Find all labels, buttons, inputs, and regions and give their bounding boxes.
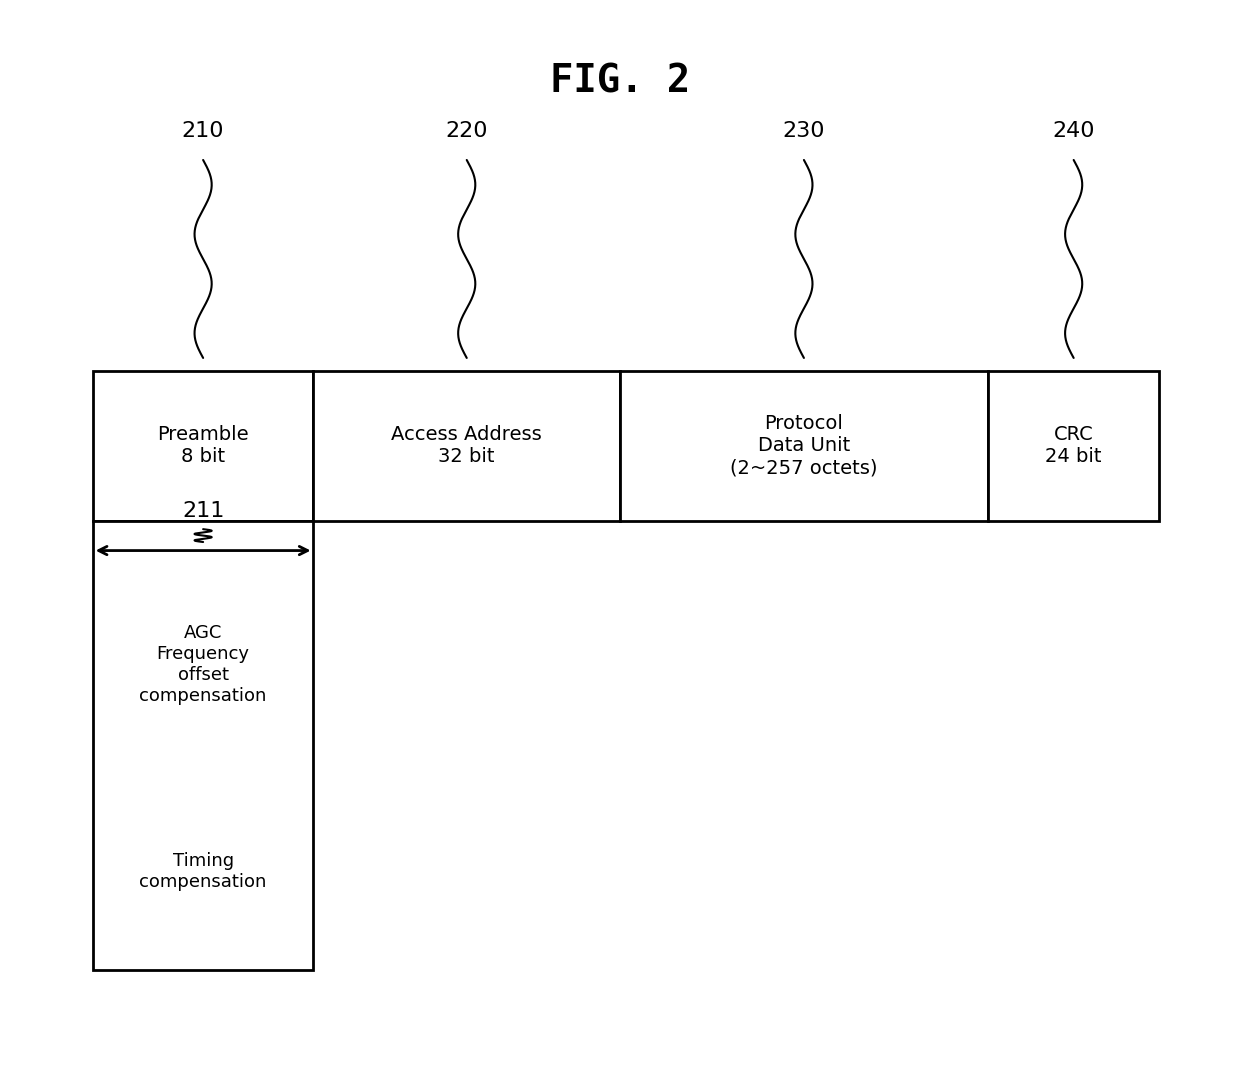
Text: Access Address
32 bit: Access Address 32 bit (392, 425, 542, 466)
Text: Preamble
8 bit: Preamble 8 bit (157, 425, 249, 466)
Text: 211: 211 (182, 501, 224, 520)
Bar (93, 520, 314, 970)
Text: 210: 210 (182, 120, 224, 141)
Text: CRC
24 bit: CRC 24 bit (1045, 425, 1102, 466)
Bar (620, 371, 988, 520)
Text: Timing
compensation: Timing compensation (139, 852, 267, 891)
Text: 220: 220 (445, 120, 489, 141)
Bar (988, 371, 1159, 520)
Bar (314, 371, 620, 520)
Text: AGC
Frequency
offset
compensation: AGC Frequency offset compensation (139, 624, 267, 705)
Text: FIG. 2: FIG. 2 (549, 63, 691, 101)
Text: Protocol
Data Unit
(2~257 octets): Protocol Data Unit (2~257 octets) (730, 414, 878, 477)
Text: 240: 240 (1053, 120, 1095, 141)
Bar (93, 371, 314, 520)
Text: 230: 230 (782, 120, 825, 141)
